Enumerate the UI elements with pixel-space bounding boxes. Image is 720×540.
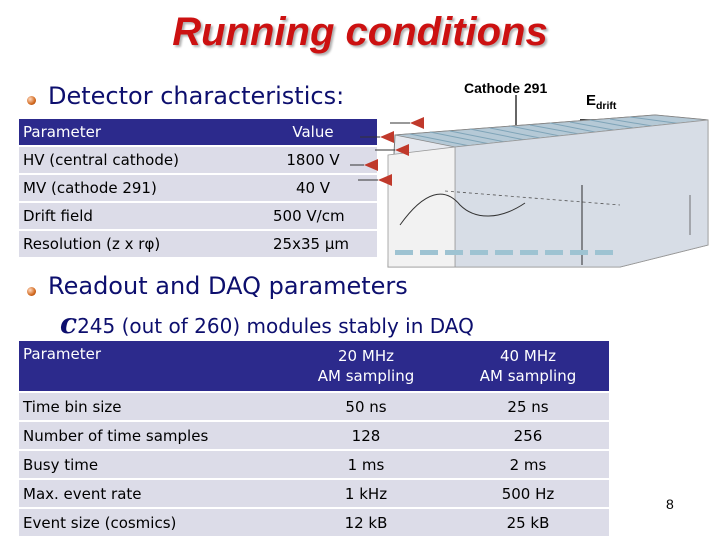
table-cell: Time bin size [19,393,285,420]
table-row: Event size (cosmics) 12 kB 25 kB [19,509,609,536]
subbullet-glyph-icon: c [60,307,78,340]
table-row: Drift field 500 V/cm [19,203,377,229]
bullet-icon [27,96,36,105]
table-cell: HV (central cathode) [19,147,247,173]
bullet-icon [27,287,36,296]
table-cell: 50 ns [285,393,447,420]
table-cell: 500 V/cm [247,203,377,229]
header-cell: Parameter [19,341,285,391]
header-cell: 40 MHz AM sampling [447,341,609,391]
table-cell: 128 [285,422,447,449]
table-row: Time bin size 50 ns 25 ns [19,393,609,420]
table-cell: Event size (cosmics) [19,509,285,536]
edrift-label: Edrift [586,92,616,112]
table-row: Resolution (z x rφ) 25x35 µm [19,231,377,257]
subbullet-text: 245 (out of 260) modules stably in DAQ [77,314,474,338]
table-header-row: Parameter Value [19,119,377,145]
edrift-main: E [586,92,597,109]
page-number: 8 [666,496,674,512]
beam-arrows [364,117,424,186]
beam-lines [350,122,410,181]
table-row: Max. event rate 1 kHz 500 Hz [19,480,609,507]
table-header-row: Parameter 20 MHz AM sampling 40 MHz AM s… [19,341,609,391]
detector-table: Parameter Value HV (central cathode) 180… [19,117,377,259]
table-cell: 2 ms [447,451,609,478]
field-line [444,190,621,206]
daq-table: Parameter 20 MHz AM sampling 40 MHz AM s… [19,339,609,538]
table-row: MV (cathode 291) 40 V [19,175,377,201]
field-line [399,193,526,226]
table-cell: 25 ns [447,393,609,420]
table-cell: 1 ms [285,451,447,478]
table-cell: 500 Hz [447,480,609,507]
table-cell: Drift field [19,203,247,229]
table-row: Number of time samples 128 256 [19,422,609,449]
table-cell: Busy time [19,451,285,478]
table-cell: Max. event rate [19,480,285,507]
detector-heading: Detector characteristics: [48,82,345,110]
table-cell: Number of time samples [19,422,285,449]
table-cell: MV (cathode 291) [19,175,247,201]
edrift-sub: drift [596,100,617,112]
pad-row [395,250,613,255]
table-cell: 25x35 µm [247,231,377,257]
readout-heading: Readout and DAQ parameters [48,272,408,300]
table-cell: 1800 V [247,147,377,173]
page-title: Running conditions [172,10,548,54]
detector-figure [350,95,709,268]
table-cell: 40 V [247,175,377,201]
header-cell: Parameter [19,119,247,145]
table-cell: 12 kB [285,509,447,536]
table-cell: Resolution (z x rφ) [19,231,247,257]
header-cell: 20 MHz AM sampling [285,341,447,391]
table-row: Busy time 1 ms 2 ms [19,451,609,478]
table-cell: 25 kB [447,509,609,536]
table-row: HV (central cathode) 1800 V [19,147,377,173]
readout-subbullet: c245 (out of 260) modules stably in DAQ [60,307,474,340]
table-cell: 256 [447,422,609,449]
cathode-label: Cathode 291 [464,80,548,96]
table-cell: 1 kHz [285,480,447,507]
chamber-side [387,146,456,268]
header-cell: Value [247,119,377,145]
